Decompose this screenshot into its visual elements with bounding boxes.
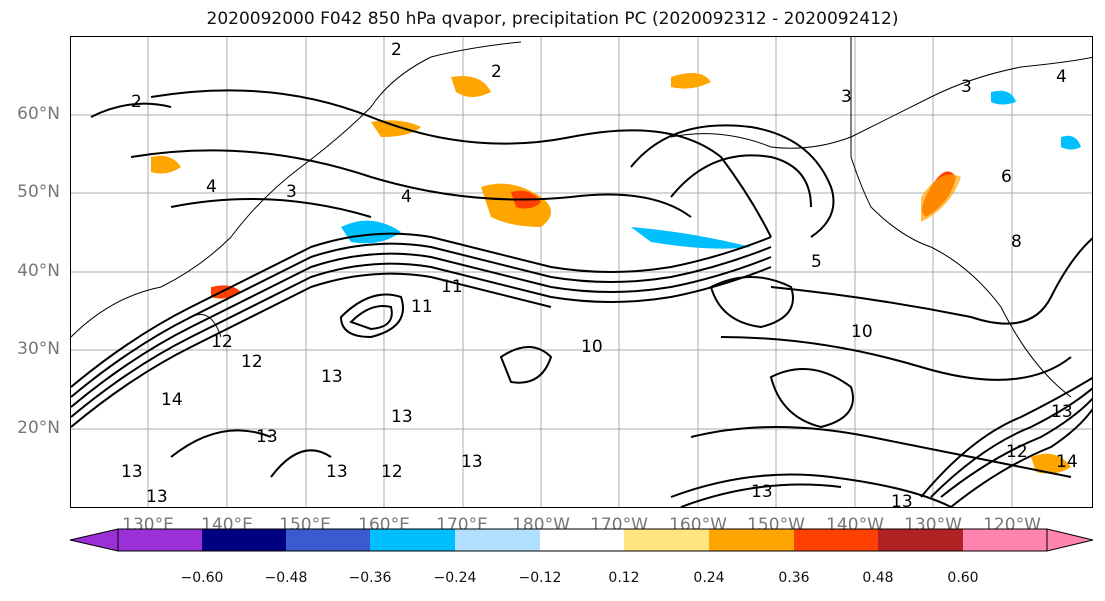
colorbar-segment: [709, 529, 794, 551]
contour-label: 10: [851, 322, 873, 342]
colorbar-segment: [118, 529, 202, 551]
map-title: 2020092000 F042 850 hPa qvapor, precipit…: [206, 9, 899, 29]
map-panel: 2 3 2 3 4 4 3 2 5 6 8 11 11 12 12 14 13 …: [70, 36, 1093, 508]
lat-label-60n: 60°N: [17, 104, 60, 124]
contour-label-group: 2 3 2 3 4 4 3 2 5 6 8 11 11 12 12 14 13 …: [121, 40, 1078, 508]
contour-label: 13: [326, 462, 348, 482]
colorbar-segment: [878, 529, 963, 551]
precipitation-patches: [151, 73, 1081, 474]
contour-label: 13: [321, 367, 343, 387]
colorbar-segment: [963, 529, 1047, 551]
contour-label: 12: [381, 462, 403, 482]
colorbar-tick: 0.36: [778, 570, 810, 586]
colorbar-tick: 0.12: [608, 570, 640, 586]
colorbar-segment: [370, 529, 455, 551]
contour-label: 14: [161, 390, 183, 410]
contour-label: 6: [1001, 167, 1012, 187]
colorbar-segment: [794, 529, 878, 551]
contour-label: 4: [401, 187, 412, 207]
colorbar-segment: [202, 529, 286, 551]
contour-label: 13: [256, 427, 278, 447]
contour-label: 12: [241, 352, 263, 372]
contour-label: 2: [491, 62, 502, 82]
contour-label: 13: [391, 407, 413, 427]
contour-label: 2: [131, 92, 142, 112]
lat-label-40n: 40°N: [17, 261, 60, 281]
colorbar-segment: [540, 529, 624, 551]
colorbar-tick: −0.12: [518, 570, 562, 586]
contour-label: 13: [751, 482, 773, 502]
contour-label: 11: [411, 297, 433, 317]
colorbar-extend-right: [1046, 528, 1094, 552]
contour-label: 3: [286, 182, 297, 202]
lat-label-30n: 30°N: [17, 339, 60, 359]
colorbar-tick: 0.24: [693, 570, 725, 586]
colorbar-segment: [286, 529, 370, 551]
contour-label: 10: [581, 337, 603, 357]
contour-label: 11: [441, 277, 463, 297]
contour-label: 2: [391, 40, 402, 60]
colorbar: [69, 528, 1094, 552]
contour-label: 3: [841, 87, 852, 107]
colorbar-tick: −0.60: [180, 570, 224, 586]
colorbar-segments: [118, 529, 1047, 551]
gridlines: [71, 37, 1092, 507]
colorbar-tick: 0.60: [947, 570, 979, 586]
contour-label: 8: [1011, 232, 1022, 252]
contour-label: 12: [1006, 442, 1028, 462]
contour-label: 13: [1051, 402, 1073, 422]
lat-label-50n: 50°N: [17, 182, 60, 202]
colorbar-extend-left: [69, 528, 119, 552]
contour-label: 5: [811, 252, 822, 272]
contour-label: 3: [961, 77, 972, 97]
contour-label: 13: [461, 452, 483, 472]
qvapor-contours: [71, 89, 1092, 507]
contour-label: 13: [891, 492, 913, 508]
colorbar-tick: −0.24: [433, 570, 477, 586]
lat-label-20n: 20°N: [17, 418, 60, 438]
colorbar-tick: −0.36: [348, 570, 392, 586]
contour-label: 13: [146, 487, 168, 507]
map-canvas: 2 3 2 3 4 4 3 2 5 6 8 11 11 12 12 14 13 …: [71, 37, 1092, 508]
colorbar-tick: −0.48: [264, 570, 308, 586]
contour-label: 4: [206, 177, 217, 197]
contour-label: 12: [211, 332, 233, 352]
contour-label: 13: [121, 462, 143, 482]
colorbar-tick: 0.48: [862, 570, 894, 586]
colorbar-segment: [624, 529, 709, 551]
contour-label: 14: [1056, 452, 1078, 472]
contour-label: 4: [1056, 67, 1067, 87]
colorbar-segment: [455, 529, 540, 551]
